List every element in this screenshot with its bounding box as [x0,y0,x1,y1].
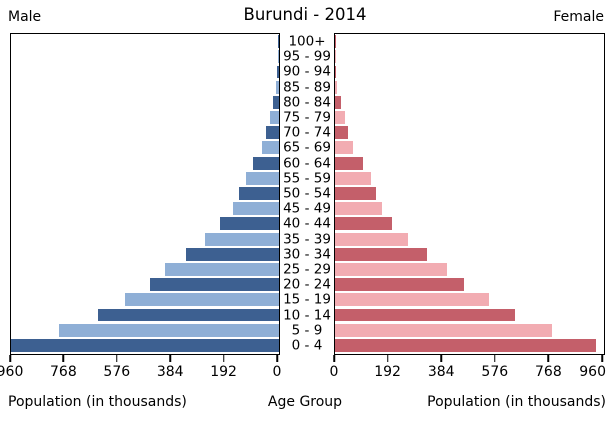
male-bar [165,263,279,276]
female-bar [335,111,345,124]
male-bar [266,126,279,140]
x-tick-mark [440,355,442,362]
male-x-axis: 960 768 576 384 192 0 [0,355,281,387]
male-header: Male [8,9,42,25]
female-bar [335,156,363,170]
male-bar [98,308,279,322]
age-group-label: 10 - 14 [283,306,331,323]
female-bar [335,126,349,140]
female-bar [335,187,376,200]
male-bar [278,35,279,49]
female-plot-area [334,33,605,355]
chart-title: Burundi - 2014 [243,5,367,24]
male-bar [220,217,279,231]
female-x-axis: 0 192 384 576 768 960 [330,355,606,387]
male-bar [239,187,279,200]
x-tick-mark [222,355,225,362]
male-bar [205,232,279,246]
age-group-label: 5 - 9 [291,321,323,338]
age-group-label: 30 - 34 [283,246,331,262]
female-bar [335,293,489,307]
x-tick-mark [62,355,65,362]
male-bar [11,338,279,352]
age-group-label: 35 - 39 [283,230,331,247]
age-group-label: 25 - 29 [283,261,331,278]
female-bar [335,50,336,64]
male-axis-title: Population (in thousands) [8,394,187,410]
x-tick-label: 192 [210,364,237,380]
male-bar [278,50,279,64]
x-tick-mark [169,355,171,362]
age-group-axis-title: Age Group [267,394,343,410]
age-group-label: 40 - 44 [283,215,331,232]
male-bar [270,111,279,124]
x-tick-label: 768 [535,364,562,380]
female-bar [335,171,371,185]
female-bar [335,95,342,109]
age-group-label: 60 - 64 [283,154,331,171]
male-bar [150,278,279,292]
age-group-label: 0 - 4 [291,337,323,354]
female-header: Female [553,9,604,25]
male-bar [273,95,279,109]
female-bar [335,308,515,322]
x-tick-mark [494,355,496,362]
x-tick-label: 192 [374,364,401,380]
age-group-label: 95 - 99 [283,48,331,65]
female-bar [335,323,552,337]
x-tick-label: 384 [427,364,455,380]
age-group-label: 20 - 24 [283,276,331,293]
x-tick-label: 960 [579,364,607,380]
female-bar [335,263,448,276]
x-tick-label: 576 [103,364,131,380]
male-bar [275,80,279,94]
female-bar [335,232,409,246]
female-bar [335,278,465,292]
female-bar [335,65,337,79]
age-group-labels-column: 100+ 95 - 99 90 - 94 85 - 89 80 - 84 75 - 79 7… [280,33,334,355]
female-bar [335,80,338,94]
male-bar [232,202,279,216]
male-bar [245,171,279,185]
age-group-label: 85 - 89 [283,78,331,95]
age-group-label: 75 - 79 [283,109,331,126]
x-tick-mark [547,355,550,362]
female-bar [335,141,353,155]
x-tick-mark [276,355,278,362]
x-tick-label: 960 [0,364,24,380]
male-plot-area [10,33,280,355]
female-bar [335,35,336,49]
age-group-label: 100+ [288,33,326,50]
x-tick-label: 0 [329,364,339,380]
female-bar [335,217,393,231]
age-group-label: 50 - 54 [283,185,331,202]
x-tick-label: 0 [272,364,282,380]
male-bar [186,247,279,261]
age-group-label: 15 - 19 [283,291,331,308]
age-group-label: 90 - 94 [283,63,331,80]
male-bar [261,141,279,155]
x-tick-label: 384 [156,364,184,380]
female-axis-title: Population (in thousands) [427,394,606,410]
age-group-label: 65 - 69 [283,139,331,156]
x-tick-mark [116,355,118,362]
age-group-label: 80 - 84 [283,94,331,111]
age-group-label: 70 - 74 [283,124,331,141]
x-tick-mark [601,355,603,362]
x-tick-mark [386,355,389,362]
male-bar [253,156,279,170]
x-tick-label: 768 [50,364,77,380]
female-bar [335,338,597,352]
male-bar [59,323,279,337]
age-group-label: 45 - 49 [283,200,331,217]
male-bar [125,293,279,307]
female-bar [335,202,382,216]
age-group-label: 55 - 59 [283,170,331,187]
x-tick-mark [9,355,11,362]
male-bar [277,65,279,79]
x-tick-mark [333,355,335,362]
x-tick-label: 576 [481,364,509,380]
female-bar [335,247,428,261]
